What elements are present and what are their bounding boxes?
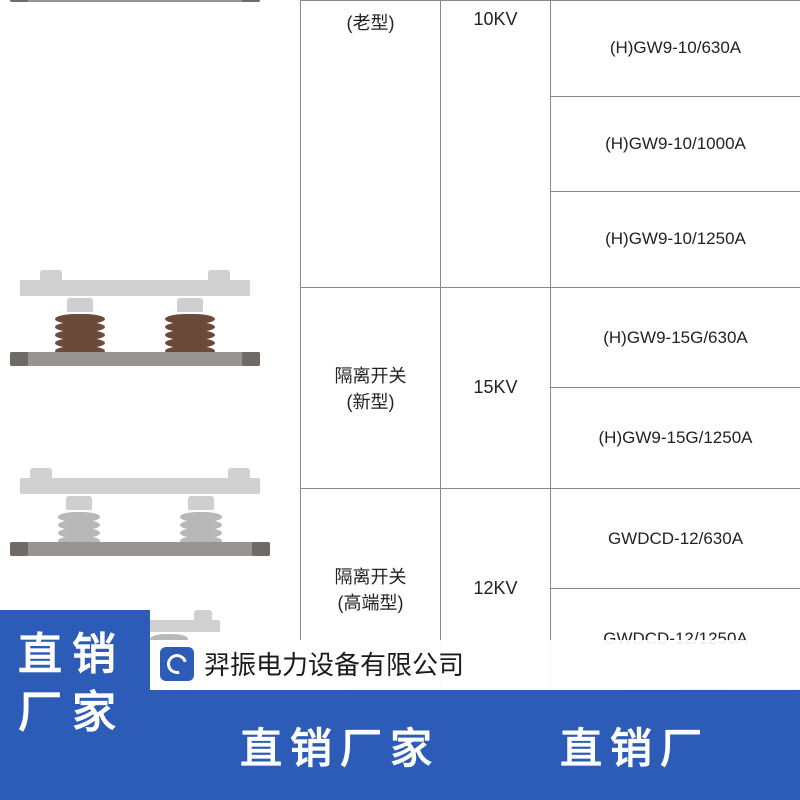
- model-label: GWDCD-12/630A: [608, 529, 743, 548]
- insulator-pair: [55, 298, 215, 354]
- company-row: 羿振电力设备有限公司: [160, 645, 464, 682]
- model-label: (H)GW9-15G/1250A: [599, 428, 753, 447]
- type-label: (老型): [347, 13, 395, 33]
- baseplate: [10, 0, 260, 2]
- type-label: 隔离开关 (高端型): [335, 567, 407, 613]
- voltage-label: 10KV: [473, 9, 517, 29]
- top-connector-bar: [20, 478, 260, 494]
- cell-voltage-15kv: 15KV: [441, 287, 551, 488]
- spec-table: (老型) 10KV (H)GW9-10/630A (H)GW9-10/1000A…: [300, 0, 800, 690]
- insulator-pair: [58, 496, 222, 544]
- insulator-left: [58, 496, 100, 544]
- insulator-right: [165, 298, 215, 354]
- table-row: 隔离开关 (新型) 15KV (H)GW9-15G/630A: [301, 287, 800, 388]
- product-image-2: [10, 280, 260, 366]
- model-label: (H)GW9-10/1250A: [605, 229, 746, 248]
- company-name: 羿振电力设备有限公司: [204, 645, 464, 682]
- product-image-column: [0, 0, 300, 690]
- badge-line1: 直销: [18, 630, 126, 679]
- voltage-label: 15KV: [473, 377, 517, 397]
- badge-line2: 厂家: [18, 688, 126, 737]
- cap: [66, 496, 92, 510]
- main-content: (老型) 10KV (H)GW9-10/630A (H)GW9-10/1000A…: [0, 0, 800, 690]
- cell-model: GWDCD-12/630A: [551, 488, 800, 589]
- baseplate: [10, 542, 270, 556]
- voltage-label: 12KV: [473, 578, 517, 598]
- model-label: (H)GW9-10/1000A: [605, 134, 746, 153]
- insulator-right: [180, 496, 222, 544]
- footer-text-right: 直销厂: [560, 715, 710, 776]
- cap: [177, 298, 203, 312]
- company-logo: [160, 647, 194, 681]
- spec-table-container: (老型) 10KV (H)GW9-10/630A (H)GW9-10/1000A…: [300, 0, 800, 690]
- cell-model: (H)GW9-10/1000A: [551, 96, 800, 192]
- cell-voltage-10kv: 10KV: [441, 1, 551, 288]
- model-label: (H)GW9-10/630A: [610, 38, 741, 57]
- cell-type-new: 隔离开关 (新型): [301, 287, 441, 488]
- table-row: (老型) 10KV (H)GW9-10/630A: [301, 1, 800, 97]
- badge-text: 直销 厂家: [18, 626, 126, 742]
- cell-model: (H)GW9-15G/630A: [551, 287, 800, 388]
- model-label: (H)GW9-15G/630A: [603, 328, 748, 347]
- cell-model: (H)GW9-15G/1250A: [551, 388, 800, 489]
- cell-type-old: (老型): [301, 1, 441, 288]
- cap: [188, 496, 214, 510]
- product-image-1: [10, 0, 260, 2]
- product-image-3: [10, 478, 270, 556]
- footer-text-middle: 直销厂家: [240, 715, 440, 776]
- cell-model: (H)GW9-10/1250A: [551, 192, 800, 288]
- cap: [67, 298, 93, 312]
- top-connector-bar: [20, 280, 250, 296]
- baseplate: [10, 352, 260, 366]
- badge-direct-sale: 直销 厂家: [0, 610, 150, 760]
- insulator-left: [55, 298, 105, 354]
- type-label: 隔离开关 (新型): [335, 366, 407, 412]
- cell-model: (H)GW9-10/630A: [551, 1, 800, 97]
- table-row: 隔离开关 (高端型) 12KV GWDCD-12/630A: [301, 488, 800, 589]
- logo-icon: [163, 650, 190, 677]
